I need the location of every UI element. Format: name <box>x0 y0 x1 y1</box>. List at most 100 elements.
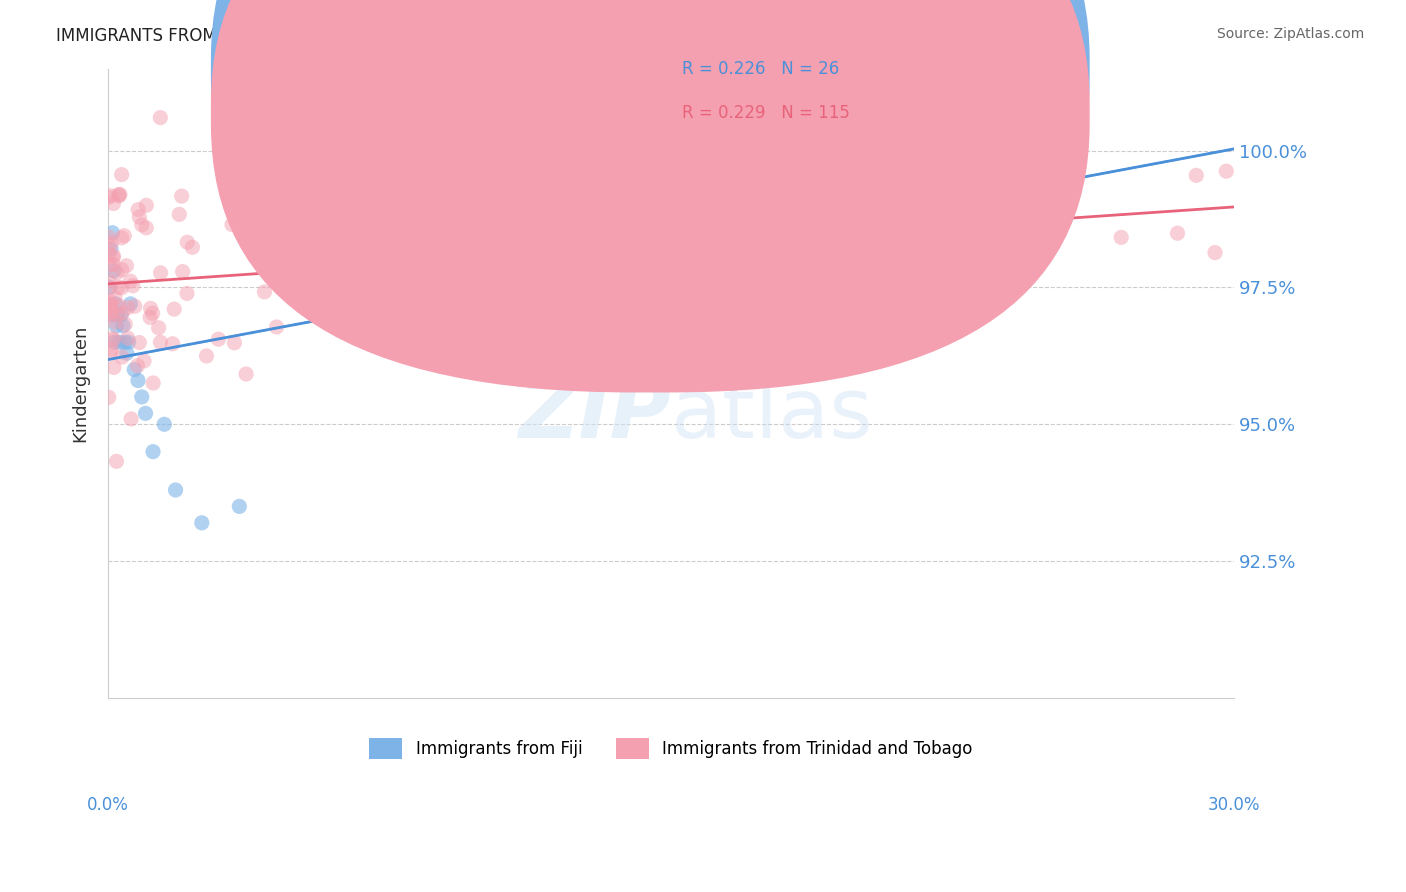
Immigrants from Trinidad and Tobago <box>115 259 138 273</box>
Immigrants from Trinidad and Tobago <box>98 258 121 272</box>
Text: atlas: atlas <box>671 375 873 455</box>
Immigrants from Trinidad and Tobago <box>523 220 546 235</box>
Immigrants from Trinidad and Tobago <box>239 194 262 208</box>
Text: R = 0.226   N = 26: R = 0.226 N = 26 <box>682 60 839 78</box>
Immigrants from Trinidad and Tobago <box>97 230 120 244</box>
Immigrants from Trinidad and Tobago <box>624 342 647 356</box>
Immigrants from Fiji <box>111 318 134 333</box>
Immigrants from Fiji <box>105 318 128 333</box>
Immigrants from Trinidad and Tobago <box>297 189 319 203</box>
Immigrants from Trinidad and Tobago <box>172 265 194 279</box>
Immigrants from Trinidad and Tobago <box>553 170 575 185</box>
Immigrants from Trinidad and Tobago <box>224 335 246 350</box>
Immigrants from Trinidad and Tobago <box>127 202 149 217</box>
Immigrants from Trinidad and Tobago <box>100 189 122 203</box>
Immigrants from Fiji <box>191 516 214 530</box>
Immigrants from Trinidad and Tobago <box>105 308 128 322</box>
Text: IMMIGRANTS FROM FIJI VS IMMIGRANTS FROM TRINIDAD AND TOBAGO KINDERGARTEN CORRELA: IMMIGRANTS FROM FIJI VS IMMIGRANTS FROM … <box>56 27 966 45</box>
Immigrants from Trinidad and Tobago <box>98 299 121 313</box>
Immigrants from Trinidad and Tobago <box>735 245 758 260</box>
Immigrants from Trinidad and Tobago <box>810 302 832 317</box>
Immigrants from Trinidad and Tobago <box>104 315 127 329</box>
Immigrants from Fiji <box>1035 116 1057 130</box>
Immigrants from Trinidad and Tobago <box>148 320 170 334</box>
Immigrants from Trinidad and Tobago <box>239 224 262 238</box>
Immigrants from Trinidad and Tobago <box>117 301 139 315</box>
Immigrants from Trinidad and Tobago <box>100 304 122 318</box>
Immigrants from Trinidad and Tobago <box>104 291 127 305</box>
Immigrants from Fiji <box>110 308 132 322</box>
Immigrants from Trinidad and Tobago <box>569 225 592 239</box>
Immigrants from Trinidad and Tobago <box>101 257 124 271</box>
Immigrants from Trinidad and Tobago <box>304 200 326 214</box>
Immigrants from Fiji <box>114 335 136 350</box>
Immigrants from Trinidad and Tobago <box>329 216 352 230</box>
Immigrants from Trinidad and Tobago <box>100 342 122 356</box>
Legend: Immigrants from Fiji, Immigrants from Trinidad and Tobago: Immigrants from Fiji, Immigrants from Tr… <box>363 731 980 765</box>
Immigrants from Trinidad and Tobago <box>100 309 122 323</box>
Immigrants from Fiji <box>122 362 145 376</box>
Immigrants from Trinidad and Tobago <box>110 281 132 295</box>
Immigrants from Trinidad and Tobago <box>120 412 142 426</box>
Immigrants from Trinidad and Tobago <box>163 302 186 317</box>
Immigrants from Trinidad and Tobago <box>111 350 134 364</box>
Immigrants from Fiji <box>104 335 127 350</box>
Immigrants from Trinidad and Tobago <box>111 262 134 277</box>
Immigrants from Fiji <box>105 308 128 322</box>
Immigrants from Trinidad and Tobago <box>107 280 129 294</box>
Immigrants from Trinidad and Tobago <box>1215 164 1237 178</box>
Text: ZIP: ZIP <box>519 375 671 455</box>
Immigrants from Trinidad and Tobago <box>149 266 172 280</box>
Immigrants from Trinidad and Tobago <box>402 100 425 114</box>
Immigrants from Trinidad and Tobago <box>112 228 135 243</box>
Immigrants from Trinidad and Tobago <box>1204 245 1226 260</box>
Immigrants from Trinidad and Tobago <box>207 332 229 346</box>
Immigrants from Trinidad and Tobago <box>149 111 172 125</box>
Immigrants from Trinidad and Tobago <box>142 306 165 320</box>
Text: Source: ZipAtlas.com: Source: ZipAtlas.com <box>1216 27 1364 41</box>
Text: 0.0%: 0.0% <box>87 797 129 814</box>
Immigrants from Trinidad and Tobago <box>256 230 278 244</box>
Immigrants from Fiji <box>127 374 149 388</box>
Immigrants from Trinidad and Tobago <box>131 218 153 232</box>
Immigrants from Trinidad and Tobago <box>108 187 131 202</box>
Immigrants from Trinidad and Tobago <box>475 252 498 267</box>
Immigrants from Trinidad and Tobago <box>195 349 218 363</box>
Immigrants from Trinidad and Tobago <box>1185 169 1208 183</box>
Immigrants from Trinidad and Tobago <box>142 376 165 390</box>
Immigrants from Fiji <box>142 444 165 458</box>
Immigrants from Trinidad and Tobago <box>108 187 131 202</box>
Immigrants from Trinidad and Tobago <box>111 231 134 245</box>
Immigrants from Trinidad and Tobago <box>111 305 134 319</box>
Immigrants from Trinidad and Tobago <box>253 285 276 299</box>
Text: 30.0%: 30.0% <box>1208 797 1260 814</box>
Immigrants from Trinidad and Tobago <box>111 168 134 182</box>
Immigrants from Trinidad and Tobago <box>162 336 184 351</box>
Immigrants from Trinidad and Tobago <box>250 235 273 249</box>
Immigrants from Trinidad and Tobago <box>114 317 136 331</box>
Immigrants from Fiji <box>108 335 131 350</box>
Immigrants from Trinidad and Tobago <box>181 240 204 254</box>
Immigrants from Trinidad and Tobago <box>100 345 122 359</box>
Immigrants from Trinidad and Tobago <box>246 186 269 201</box>
Immigrants from Trinidad and Tobago <box>1166 226 1188 240</box>
Immigrants from Trinidad and Tobago <box>574 310 596 324</box>
Immigrants from Fiji <box>117 335 139 350</box>
Immigrants from Trinidad and Tobago <box>266 320 288 334</box>
Immigrants from Trinidad and Tobago <box>103 249 125 263</box>
Immigrants from Trinidad and Tobago <box>169 207 191 221</box>
Immigrants from Trinidad and Tobago <box>246 182 269 196</box>
Immigrants from Trinidad and Tobago <box>149 335 172 350</box>
Immigrants from Trinidad and Tobago <box>176 286 198 301</box>
Immigrants from Trinidad and Tobago <box>121 278 143 293</box>
Immigrants from Trinidad and Tobago <box>495 195 517 210</box>
Immigrants from Trinidad and Tobago <box>120 274 142 288</box>
Immigrants from Trinidad and Tobago <box>105 266 128 280</box>
Immigrants from Trinidad and Tobago <box>221 218 243 232</box>
Immigrants from Trinidad and Tobago <box>108 299 131 313</box>
Immigrants from Trinidad and Tobago <box>922 168 945 182</box>
Immigrants from Fiji <box>101 226 124 240</box>
Immigrants from Trinidad and Tobago <box>481 348 503 362</box>
Immigrants from Trinidad and Tobago <box>139 310 162 325</box>
Immigrants from Trinidad and Tobago <box>128 210 150 224</box>
